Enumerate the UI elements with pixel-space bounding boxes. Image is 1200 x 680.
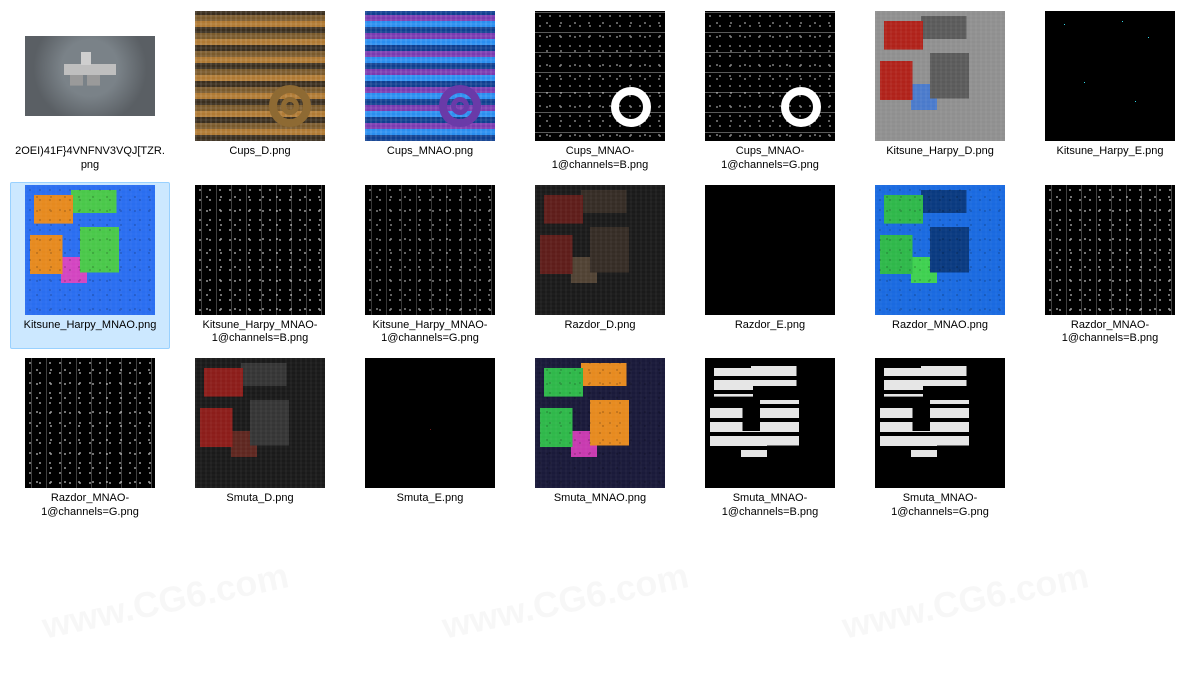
file-thumbnail[interactable] [875, 358, 1005, 488]
file-label: Razdor_D.png [565, 319, 636, 333]
file-thumbnail[interactable] [25, 185, 155, 315]
file-label: Razdor_MNAO-1@channels=G.png [15, 492, 165, 520]
file-item[interactable]: Kitsune_Harpy_MNAO.png [10, 182, 170, 350]
file-label: Kitsune_Harpy_MNAO-1@channels=B.png [185, 319, 335, 347]
file-thumbnail[interactable] [365, 185, 495, 315]
file-label: Smuta_MNAO-1@channels=B.png [695, 492, 845, 520]
file-label: Smuta_E.png [397, 492, 464, 506]
file-label: Kitsune_Harpy_D.png [886, 145, 994, 159]
file-thumbnail[interactable] [365, 358, 495, 488]
file-item[interactable]: Cups_MNAO-1@channels=G.png [690, 8, 850, 176]
file-item[interactable]: Kitsune_Harpy_E.png [1030, 8, 1190, 176]
file-thumbnail[interactable] [875, 11, 1005, 141]
file-item[interactable]: Smuta_MNAO-1@channels=B.png [690, 355, 850, 523]
file-label: Cups_MNAO-1@channels=B.png [525, 145, 675, 173]
file-thumbnail[interactable] [25, 36, 155, 116]
file-thumbnail[interactable] [1045, 185, 1175, 315]
file-item[interactable]: Cups_MNAO-1@channels=B.png [520, 8, 680, 176]
file-label: Smuta_D.png [226, 492, 293, 506]
file-item[interactable]: Smuta_MNAO.png [520, 355, 680, 523]
file-label: Razdor_MNAO-1@channels=B.png [1035, 319, 1185, 347]
file-item[interactable]: Smuta_E.png [350, 355, 510, 523]
file-thumbnail[interactable] [1045, 11, 1175, 141]
file-thumbnail[interactable] [535, 358, 665, 488]
file-thumbnail[interactable] [195, 185, 325, 315]
file-label: Cups_MNAO-1@channels=G.png [695, 145, 845, 173]
file-thumbnail[interactable] [195, 11, 325, 141]
file-thumbnail[interactable] [705, 185, 835, 315]
file-label: Cups_D.png [229, 145, 290, 159]
file-label: Kitsune_Harpy_E.png [1056, 145, 1163, 159]
file-label: Smuta_MNAO.png [554, 492, 646, 506]
file-label: Cups_MNAO.png [387, 145, 473, 159]
file-label: Kitsune_Harpy_MNAO.png [24, 319, 157, 333]
file-item[interactable]: 2OEI)41F}4VNFNV3VQJ[TZR.png [10, 8, 170, 176]
file-label: Kitsune_Harpy_MNAO-1@channels=G.png [355, 319, 505, 347]
file-thumbnail[interactable] [705, 11, 835, 141]
file-item[interactable]: Kitsune_Harpy_MNAO-1@channels=G.png [350, 182, 510, 350]
file-item[interactable]: Cups_D.png [180, 8, 340, 176]
file-label: Razdor_E.png [735, 319, 805, 333]
file-item[interactable]: Cups_MNAO.png [350, 8, 510, 176]
thumbnail-grid: 2OEI)41F}4VNFNV3VQJ[TZR.png Cups_D.png Cup… [10, 8, 1190, 523]
file-item[interactable]: Razdor_MNAO-1@channels=B.png [1030, 182, 1190, 350]
watermark: www.CG6.com [38, 554, 292, 647]
file-label: Smuta_MNAO-1@channels=G.png [865, 492, 1015, 520]
file-item[interactable]: Razdor_MNAO.png [860, 182, 1020, 350]
file-item[interactable]: Kitsune_Harpy_MNAO-1@channels=B.png [180, 182, 340, 350]
file-thumbnail[interactable] [25, 358, 155, 488]
file-item[interactable]: Razdor_E.png [690, 182, 850, 350]
file-item[interactable]: Smuta_D.png [180, 355, 340, 523]
file-label: 2OEI)41F}4VNFNV3VQJ[TZR.png [15, 145, 165, 173]
file-thumbnail[interactable] [195, 358, 325, 488]
file-item[interactable]: Razdor_D.png [520, 182, 680, 350]
file-thumbnail[interactable] [875, 185, 1005, 315]
file-item[interactable]: Razdor_MNAO-1@channels=G.png [10, 355, 170, 523]
file-item[interactable]: Kitsune_Harpy_D.png [860, 8, 1020, 176]
watermark: www.CG6.com [838, 554, 1092, 647]
file-thumbnail[interactable] [535, 185, 665, 315]
file-thumbnail[interactable] [535, 11, 665, 141]
file-thumbnail[interactable] [365, 11, 495, 141]
file-item[interactable]: Smuta_MNAO-1@channels=G.png [860, 355, 1020, 523]
file-thumbnail[interactable] [705, 358, 835, 488]
file-label: Razdor_MNAO.png [892, 319, 988, 333]
watermark: www.CG6.com [438, 554, 692, 647]
